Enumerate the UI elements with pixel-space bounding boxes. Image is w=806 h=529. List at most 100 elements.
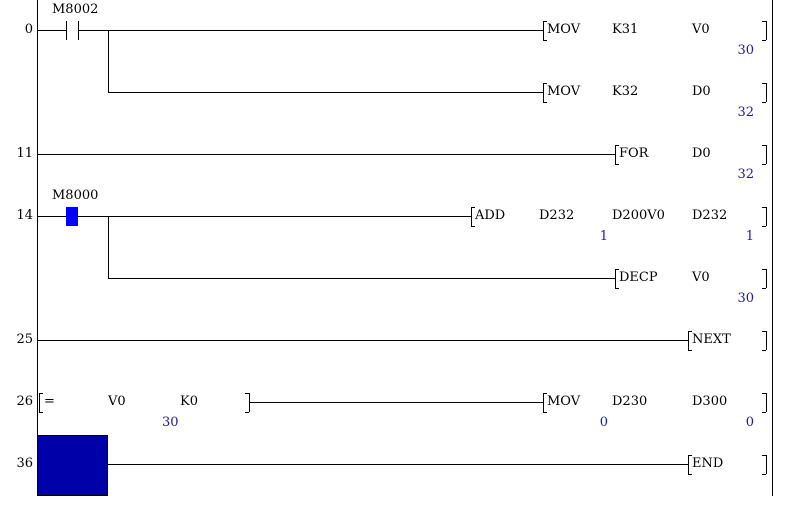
wire <box>107 464 688 465</box>
operand-value: 1 <box>599 229 608 244</box>
compare-op[interactable]: = <box>44 394 55 409</box>
instruction-bracket-left <box>688 331 692 332</box>
compare-bracket-left <box>39 393 40 412</box>
instruction-operand[interactable]: D300 <box>692 394 728 409</box>
operand-value: 32 <box>737 167 754 182</box>
instruction-op[interactable]: NEXT <box>692 332 731 347</box>
instruction-operand[interactable]: D0 <box>692 146 711 161</box>
instruction-bracket-right <box>762 288 766 289</box>
instruction-bracket-right <box>762 393 766 394</box>
instruction-operand[interactable]: V0 <box>692 22 710 37</box>
right-power-rail <box>772 0 773 496</box>
wire <box>108 216 109 278</box>
instruction-bracket-left <box>688 455 689 474</box>
wire <box>37 340 688 341</box>
wire <box>78 216 471 217</box>
instruction-bracket-right <box>766 331 767 350</box>
step-number: 36 <box>16 456 33 471</box>
instruction-bracket-right <box>762 226 766 227</box>
instruction-bracket-right <box>762 207 766 208</box>
instruction-operand[interactable]: D0 <box>692 84 711 99</box>
step-number: 26 <box>16 394 33 409</box>
instruction-bracket-left <box>543 412 547 413</box>
instruction-op[interactable]: DECP <box>619 270 658 285</box>
instruction-op[interactable]: MOV <box>547 22 581 37</box>
instruction-bracket-right <box>766 455 767 474</box>
instruction-bracket-left <box>471 207 475 208</box>
instruction-operand[interactable]: D200V0 <box>612 208 665 223</box>
instruction-bracket-left <box>688 474 692 475</box>
instruction-bracket-left <box>543 83 544 102</box>
wire <box>249 402 543 403</box>
wire <box>108 92 543 93</box>
instruction-operand[interactable]: D230 <box>612 394 648 409</box>
contact-label: M8002 <box>52 2 99 17</box>
instruction-bracket-left <box>543 393 547 394</box>
instruction-bracket-right <box>762 331 766 332</box>
instruction-bracket-left <box>543 102 547 103</box>
contact-label: M8000 <box>52 188 99 203</box>
operand-value: 30 <box>737 43 754 58</box>
instruction-bracket-left <box>615 269 619 270</box>
compare-arg[interactable]: K0 <box>180 394 198 409</box>
wire <box>108 278 615 279</box>
instruction-bracket-right <box>766 83 767 102</box>
instruction-bracket-right <box>762 269 766 270</box>
instruction-bracket-right <box>766 207 767 226</box>
operand-value: 1 <box>745 229 754 244</box>
contact-active[interactable] <box>66 207 78 226</box>
step-number: 14 <box>16 208 33 223</box>
instruction-bracket-right <box>762 164 766 165</box>
instruction-op[interactable]: FOR <box>619 146 649 161</box>
step-number: 11 <box>16 146 33 161</box>
cursor-selection[interactable] <box>37 435 108 496</box>
contact-no[interactable] <box>64 20 80 42</box>
operand-value: 30 <box>737 291 754 306</box>
wire <box>37 216 66 217</box>
instruction-bracket-left <box>543 83 547 84</box>
instruction-bracket-right <box>762 412 766 413</box>
instruction-bracket-left <box>615 164 619 165</box>
instruction-op[interactable]: END <box>692 456 724 471</box>
operand-value: 32 <box>737 105 754 120</box>
step-number: 0 <box>24 22 33 37</box>
instruction-bracket-left <box>543 21 544 40</box>
instruction-op[interactable]: MOV <box>547 84 581 99</box>
compare-bracket-right <box>245 412 249 413</box>
instruction-op[interactable]: ADD <box>475 208 506 223</box>
instruction-operand[interactable]: D232 <box>539 208 575 223</box>
instruction-bracket-right <box>766 269 767 288</box>
operand-value: 0 <box>745 415 754 430</box>
wire <box>108 30 109 92</box>
instruction-bracket-left <box>688 455 692 456</box>
instruction-bracket-left <box>471 207 472 226</box>
instruction-bracket-right <box>762 40 766 41</box>
instruction-bracket-right <box>766 21 767 40</box>
compare-arg[interactable]: V0 <box>108 394 126 409</box>
instruction-bracket-right <box>762 474 766 475</box>
instruction-bracket-right <box>762 145 766 146</box>
instruction-bracket-right <box>762 350 766 351</box>
step-number: 25 <box>16 332 33 347</box>
compare-bracket-left <box>39 393 43 394</box>
instruction-bracket-right <box>766 145 767 164</box>
operand-value: 0 <box>599 415 608 430</box>
contact-no <box>78 21 79 40</box>
instruction-bracket-left <box>615 288 619 289</box>
instruction-bracket-left <box>615 145 616 164</box>
instruction-bracket-left <box>688 350 692 351</box>
instruction-operand[interactable]: D232 <box>692 208 728 223</box>
instruction-bracket-left <box>688 331 689 350</box>
instruction-bracket-left <box>615 269 616 288</box>
instruction-operand[interactable]: V0 <box>692 270 710 285</box>
compare-bracket-left <box>39 412 43 413</box>
instruction-bracket-left <box>615 145 619 146</box>
instruction-operand[interactable]: K32 <box>612 84 639 99</box>
instruction-operand[interactable]: K31 <box>612 22 639 37</box>
compare-bracket-right <box>245 393 249 394</box>
instruction-op[interactable]: MOV <box>547 394 581 409</box>
instruction-bracket-left <box>543 21 547 22</box>
instruction-bracket-left <box>471 226 475 227</box>
instruction-bracket-right <box>762 21 766 22</box>
